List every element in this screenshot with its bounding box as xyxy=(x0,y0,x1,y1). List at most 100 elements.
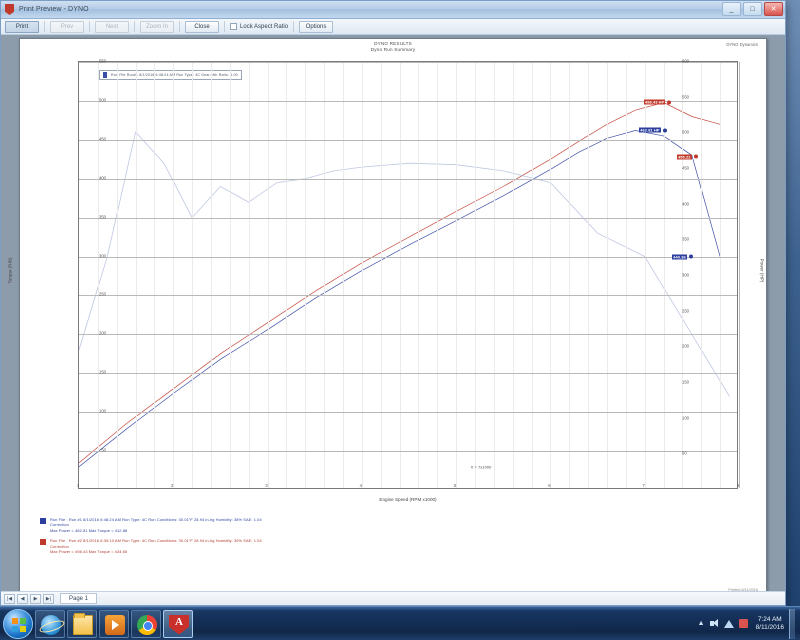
y2-axis-tick: 500 xyxy=(682,129,689,135)
window-controls[interactable]: _ □ ✕ xyxy=(722,2,783,16)
options-button[interactable]: Options xyxy=(299,20,334,33)
run-legend: Run File : Run #1 8/1/2016 6:48:24 AM Ru… xyxy=(40,517,756,559)
gridline-vertical-minor xyxy=(512,62,514,488)
gridline-vertical-minor xyxy=(286,62,288,488)
y-axis-tick: 200 xyxy=(99,330,106,336)
gridline-vertical-minor xyxy=(324,62,326,488)
folder-icon xyxy=(73,612,93,635)
taskbar-item-google-chrome[interactable] xyxy=(131,609,161,638)
plot-legend-text: Run File Run#1 8/1/2016 6:48:24 AM Run T… xyxy=(111,73,238,77)
chart-header: DYNO RESULTS Dyno Run Summary xyxy=(20,41,766,52)
gridline-vertical-minor xyxy=(361,62,363,488)
gridline-vertical xyxy=(739,62,740,488)
y-axis-tick: 450 xyxy=(99,136,106,142)
legend-swatch xyxy=(103,72,107,78)
annotation-marker xyxy=(667,100,672,105)
toolbar-separator xyxy=(44,21,45,32)
run-legend-row: Run File : Run #2 8/1/2016 6:39:10 AM Ru… xyxy=(40,538,756,554)
network-icon[interactable] xyxy=(723,619,734,628)
gridline-vertical-minor xyxy=(437,62,439,488)
clock-date: 8/11/2016 xyxy=(755,623,784,631)
gridline-horizontal xyxy=(79,295,737,297)
print-button[interactable]: Print xyxy=(5,20,39,33)
annotation-label: 455.22 xyxy=(677,154,692,160)
internet-explorer-icon xyxy=(41,614,61,635)
window-titlebar[interactable]: Print Preview - DYNO _ □ ✕ xyxy=(1,1,785,19)
y-axis-tick: 400 xyxy=(99,175,106,181)
taskbar-item-internet-explorer[interactable] xyxy=(35,609,65,638)
plot-area[interactable]: Run File Run#1 8/1/2016 6:48:24 AM Run T… xyxy=(78,61,740,489)
gridline-horizontal xyxy=(79,373,737,375)
gridline-vertical-minor xyxy=(248,62,250,488)
taskbar-item-windows-explorer[interactable] xyxy=(67,609,97,638)
annotation-label: 440.36 xyxy=(672,254,687,260)
gridline-vertical-minor xyxy=(475,62,476,488)
y-axis-tick: 50 xyxy=(101,447,106,453)
chart-curves xyxy=(79,102,730,467)
run-legend-text: Run File : Run #1 8/1/2016 6:48:24 AM Ru… xyxy=(50,517,262,533)
annotation-label: 498.43 HP xyxy=(644,99,666,105)
minimize-button[interactable]: _ xyxy=(722,2,741,16)
preview-scroll-area[interactable]: DYNO RESULTS Dyno Run Summary DYNO Dynam… xyxy=(1,35,785,591)
toolbar-separator xyxy=(293,21,295,32)
zoom-in-button[interactable]: Zoom In xyxy=(140,20,175,33)
toolbar-separator xyxy=(134,21,135,32)
y2-axis-tick: 100 xyxy=(682,415,689,421)
maximize-button[interactable]: □ xyxy=(743,2,762,16)
system-tray: ▲ 7:24 AM 8/11/2016 xyxy=(697,608,798,639)
print-preview-window: Print Preview - DYNO _ □ ✕ Print Prev Ne… xyxy=(0,0,786,606)
x-axis-tick: 8 xyxy=(736,483,740,488)
last-page-button[interactable]: ▶| xyxy=(43,593,54,604)
volume-icon[interactable] xyxy=(709,619,719,628)
gridline-vertical-minor xyxy=(644,62,646,488)
close-window-button[interactable]: ✕ xyxy=(764,2,783,16)
gridline-horizontal xyxy=(79,100,737,102)
chart-title: DYNO RESULTS xyxy=(374,41,412,46)
gridline-horizontal xyxy=(79,412,737,414)
taskbar-item-media-player[interactable] xyxy=(99,609,129,638)
gridline-vertical-minor xyxy=(663,62,665,488)
gridline-vertical-minor xyxy=(211,62,212,488)
run-color-swatch xyxy=(40,539,46,546)
annotation-marker xyxy=(693,154,698,159)
windows-taskbar: ▲ 7:24 AM 8/11/2016 xyxy=(0,606,800,640)
toolbar-separator xyxy=(224,21,226,32)
gridline-vertical-minor xyxy=(493,62,495,488)
checkbox-icon[interactable] xyxy=(230,23,238,30)
y2-axis-tick: 300 xyxy=(682,272,689,278)
data-point-annotation: X = 7x1000 xyxy=(470,464,493,469)
next-page-nav-button[interactable]: ▶ xyxy=(30,593,41,604)
gridline-vertical-minor xyxy=(154,62,156,488)
lock-aspect-ratio-checkbox[interactable]: Lock Aspect Ratio xyxy=(230,23,288,30)
chrome-icon xyxy=(137,614,157,635)
data-point-annotation: 455.22 xyxy=(677,154,698,160)
preview-toolbar: Print Prev Next Zoom In Close Lock Aspec… xyxy=(1,19,785,35)
y-axis-tick: 250 xyxy=(99,291,106,297)
prev-page-button[interactable]: Prev xyxy=(50,20,84,33)
action-center-icon[interactable] xyxy=(738,619,748,628)
gridline-vertical-minor xyxy=(229,62,231,488)
x-axis-tick: 1 xyxy=(76,483,80,488)
next-page-button[interactable]: Next xyxy=(95,20,129,33)
plot-wrapper: Torque (ft-lb) Power (HP) Run File Run#1… xyxy=(8,53,768,505)
x-axis-tick: 7 xyxy=(642,483,645,488)
y2-axis-tick: 550 xyxy=(682,94,689,100)
show-hidden-icons-icon[interactable]: ▲ xyxy=(697,620,705,627)
prev-page-nav-button[interactable]: ◀ xyxy=(17,593,28,604)
acrobat-icon xyxy=(169,614,189,635)
y2-axis-tick: 250 xyxy=(682,308,689,314)
taskbar-clock[interactable]: 7:24 AM 8/11/2016 xyxy=(753,616,784,632)
acrobat-icon xyxy=(4,4,15,15)
taskbar-item-acrobat-reader[interactable] xyxy=(163,609,193,638)
run-legend-line-3: Max Power = 462.81 Max Torque = 412.88 xyxy=(50,527,128,533)
close-preview-button[interactable]: Close xyxy=(185,20,220,33)
run-legend-line-1: Run File : Run #1 8/1/2016 6:48:24 AM Ru… xyxy=(50,517,262,522)
start-button[interactable] xyxy=(3,608,33,639)
y2-axis-tick: 150 xyxy=(682,379,689,385)
y-axis-tick: 500 xyxy=(99,97,106,103)
first-page-button[interactable]: |◀ xyxy=(4,593,15,604)
x-axis-tick: 6 xyxy=(548,483,551,488)
gridline-vertical-minor xyxy=(343,62,344,488)
show-desktop-button[interactable] xyxy=(789,608,795,639)
gridline-vertical-minor xyxy=(418,62,420,488)
